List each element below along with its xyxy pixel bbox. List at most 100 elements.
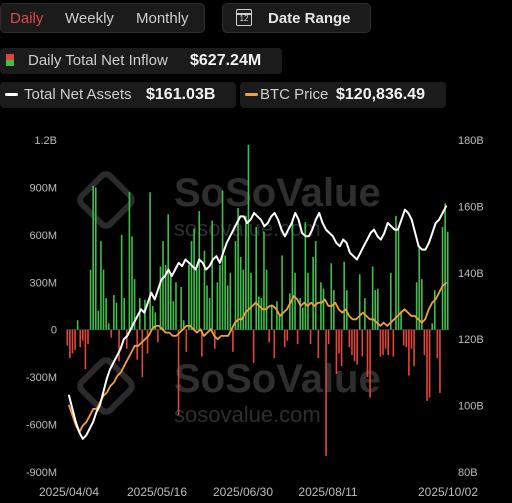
inflow-bar <box>216 282 219 330</box>
inflow-bar <box>182 320 185 330</box>
total-net-assets-line <box>68 205 447 440</box>
x-axis: 2025/04/04 2025/05/16 2025/06/30 2025/08/11… <box>39 485 478 499</box>
inflow-bar <box>296 329 299 344</box>
inflow-bar <box>317 329 320 359</box>
inflow-bar <box>384 329 387 349</box>
inflow-bar <box>185 329 188 352</box>
y-right-tick-label: 160B <box>458 201 484 213</box>
inflow-bar <box>265 269 268 330</box>
tab-daily[interactable]: Daily <box>10 10 44 27</box>
inflow-bar <box>229 272 232 330</box>
inflow-bar <box>382 329 384 356</box>
x-tick-label: 2025/05/16 <box>127 485 187 499</box>
inflow-bar <box>377 288 379 330</box>
inflow-bar <box>172 301 175 330</box>
legend-inflow-value: $627.24M <box>190 52 262 69</box>
legend-inflow[interactable]: Daily Total Net Inflow $627.24M <box>0 48 282 74</box>
btc-price-line <box>68 281 447 434</box>
inflow-bar <box>226 285 229 330</box>
inflow-bar <box>170 274 172 330</box>
inflow-bar <box>211 220 214 330</box>
inflow-bar <box>356 329 358 365</box>
inflow-bar <box>301 307 304 330</box>
inflow-bar <box>418 247 421 330</box>
inflow-bar <box>120 234 123 330</box>
inflow-bar <box>100 241 102 330</box>
inflow-bar <box>361 329 364 357</box>
y-axis-right: 180B 160B 140B 120B 100B 80B <box>458 135 484 479</box>
date-range-button[interactable]: 12 Date Range <box>222 3 371 33</box>
inflow-bar <box>89 269 92 330</box>
inflow-bar <box>146 329 149 354</box>
tab-weekly[interactable]: Weekly <box>65 10 114 27</box>
legend-btc-price[interactable]: BTC Price $120,836.49 <box>240 82 446 108</box>
inflow-bar <box>115 302 118 330</box>
inflow-bar <box>94 187 97 330</box>
inflow-bar <box>413 329 415 367</box>
inflow-bar <box>320 282 322 330</box>
inflow-bar <box>131 236 133 330</box>
inflow-bar <box>307 272 309 330</box>
inflow-bar <box>110 329 113 338</box>
inflow-bar <box>208 298 211 330</box>
inflow-bar <box>105 298 107 330</box>
inflow-bar <box>164 264 167 330</box>
inflow-bar <box>439 329 441 393</box>
inflow-bar <box>113 294 115 330</box>
inflow-bar <box>314 241 317 330</box>
inflow-bar <box>245 215 247 330</box>
y-right-tick-label: 180B <box>458 135 484 147</box>
inflow-bar <box>395 215 397 330</box>
legend-assets-value: $161.03B <box>146 86 216 103</box>
inflow-bar <box>252 329 255 363</box>
interval-segmented-control: Daily Weekly Monthly <box>0 3 205 33</box>
legend-total-net-assets[interactable]: Total Net Assets $161.03B <box>0 82 236 108</box>
inflow-bar <box>353 329 356 362</box>
y-right-tick-label: 100B <box>458 401 484 413</box>
inflow-bar <box>66 329 69 346</box>
inflow-bar <box>338 329 340 354</box>
chart-lines <box>68 205 447 440</box>
inflow-bar <box>278 313 281 330</box>
inflow-bar <box>203 250 206 330</box>
legend-btc-value: $120,836.49 <box>336 86 425 103</box>
inflow-bar <box>348 329 351 348</box>
calendar-icon: 12 <box>236 9 252 26</box>
inflow-bar <box>97 310 100 330</box>
watermark-text: SoSoValue <box>174 171 381 215</box>
inflow-bar <box>79 329 82 348</box>
inflow-bar <box>138 298 141 330</box>
inflow-bar <box>426 329 428 401</box>
inflow-bar <box>283 329 286 348</box>
watermark-logo-icon <box>77 357 135 415</box>
inflow-bar <box>221 190 224 330</box>
inflow-bar <box>415 282 418 330</box>
watermark-text: SoSoValue <box>174 357 381 401</box>
inflow-bar <box>325 329 327 457</box>
inflow-bar <box>159 266 162 330</box>
inflow-bar <box>340 329 343 367</box>
inflow-bar <box>374 290 377 330</box>
inflow-bar <box>193 228 195 330</box>
inflow-bar <box>154 312 157 330</box>
inflow-bar <box>299 298 301 330</box>
y-left-tick-label: 1.2B <box>34 135 57 147</box>
inflow-bar <box>281 255 283 330</box>
inflow-bar <box>136 329 138 360</box>
inflow-bar <box>133 279 136 330</box>
inflow-bar <box>87 329 89 344</box>
inflow-bar <box>405 329 408 348</box>
inflow-bar <box>123 298 126 330</box>
inflow-bar <box>270 304 273 330</box>
inflow-bar <box>366 329 369 378</box>
inflow-bar <box>289 293 291 330</box>
legend-btc-label: BTC Price <box>260 86 329 103</box>
watermark-logo-icon <box>77 171 135 229</box>
y-right-tick-label: 140B <box>458 268 484 280</box>
inflow-bar <box>294 272 296 330</box>
tab-monthly[interactable]: Monthly <box>136 10 189 27</box>
inflow-bar <box>180 287 182 330</box>
inflow-bar <box>247 144 250 330</box>
inflow-bar <box>291 219 294 330</box>
y-right-tick-label: 120B <box>458 334 484 346</box>
